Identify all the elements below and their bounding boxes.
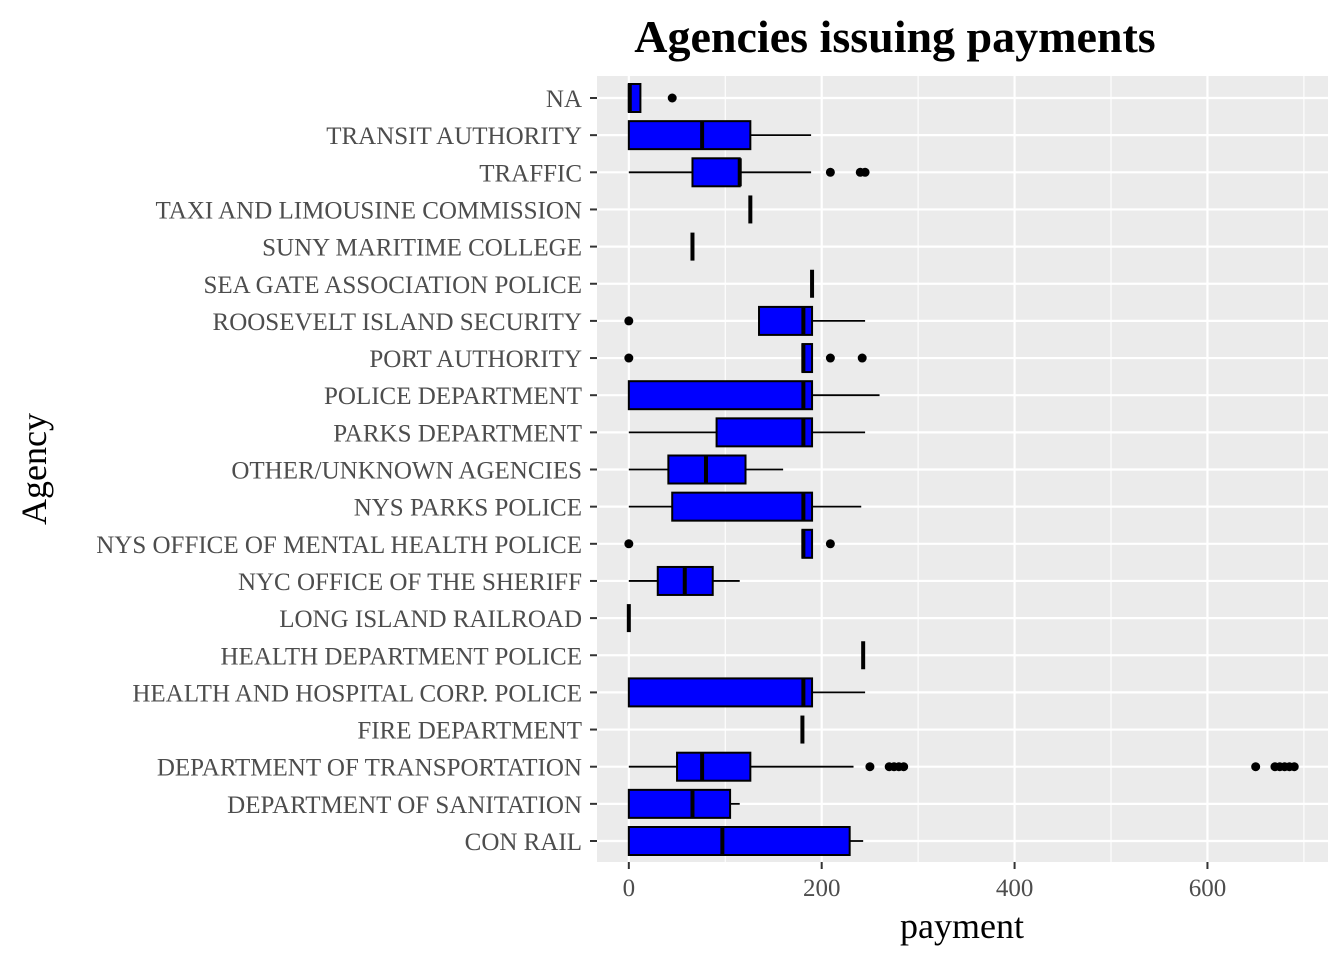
box-group (628, 417, 866, 448)
y-tick-label: ROOSEVELT ISLAND SECURITY (213, 309, 582, 336)
box (627, 826, 851, 856)
outlier-point (825, 539, 835, 549)
outlier-point (624, 353, 634, 363)
y-tick-label: TRANSIT AUTHORITY (326, 123, 582, 150)
y-tick-label: HEALTH DEPARTMENT POLICE (221, 643, 583, 670)
x-tick-label: 0 (623, 875, 636, 902)
y-tick-label: NA (546, 86, 582, 113)
outlier-point (825, 167, 835, 177)
y-tick-label: DEPARTMENT OF SANITATION (227, 792, 582, 819)
y-tick-label: SUNY MARITIME COLLEGE (262, 235, 582, 262)
y-tick-label: LONG ISLAND RAILROAD (279, 606, 582, 633)
box-group (627, 826, 864, 856)
box (676, 751, 752, 782)
y-tick-label: NYC OFFICE OF THE SHERIFF (238, 569, 582, 596)
y-tick-label: NYS OFFICE OF MENTAL HEALTH POLICE (96, 532, 582, 559)
box-group (627, 83, 677, 113)
y-tick-label: HEALTH AND HOSPITAL CORP. POLICE (132, 680, 582, 707)
outlier-point (860, 167, 870, 177)
y-tick-label: TRAFFIC (479, 160, 582, 187)
box-group (624, 528, 835, 559)
x-tick-label: 600 (1189, 875, 1227, 902)
box-group (628, 157, 870, 188)
x-axis-label: payment (900, 906, 1024, 946)
y-tick-label: OTHER/UNKNOWN AGENCIES (231, 458, 582, 485)
box (627, 677, 814, 708)
x-tick-label: 400 (996, 875, 1034, 902)
y-tick-label: NYS PARKS POLICE (354, 495, 582, 522)
box-group (628, 454, 784, 485)
y-axis-label: Agency (14, 413, 54, 525)
box (627, 788, 732, 819)
outlier-point (1289, 762, 1299, 772)
box-marks (624, 83, 1299, 856)
x-axis: 0 200 400 600 (623, 862, 1227, 902)
y-tick-label: DEPARTMENT OF TRANSPORTATION (157, 755, 582, 782)
box (671, 491, 814, 522)
outlier-point (865, 762, 875, 772)
outlier-point (899, 762, 909, 772)
box-group (628, 565, 740, 596)
outlier-point (624, 316, 634, 326)
y-tick-label: TAXI AND LIMOUSINE COMMISSION (156, 197, 582, 224)
box-group (627, 788, 740, 819)
y-tick-label: POLICE DEPARTMENT (324, 383, 582, 410)
x-tick-label: 200 (803, 875, 841, 902)
box-group (628, 491, 862, 522)
y-tick-label: FIRE DEPARTMENT (357, 718, 582, 745)
box-group (628, 751, 1299, 782)
box (627, 380, 814, 411)
box-group (624, 305, 866, 336)
outlier-point (1251, 762, 1261, 772)
box-group (627, 120, 812, 151)
box-group (627, 380, 880, 411)
box (627, 120, 752, 151)
y-tick-label: SEA GATE ASSOCIATION POLICE (203, 272, 582, 299)
outlier-point (857, 353, 867, 363)
chart-title: Agencies issuing payments (634, 11, 1155, 62)
y-tick-label: CON RAIL (465, 829, 582, 856)
outlier-point (624, 539, 634, 549)
box-group (624, 343, 867, 374)
y-axis: NA TRANSIT AUTHORITY TRAFFIC TAXI AND LIMOU… (96, 86, 597, 856)
box (691, 157, 741, 188)
outlier-point (825, 353, 835, 363)
outlier-point (667, 93, 677, 103)
grid-lines (597, 76, 1328, 862)
y-tick-label: PARKS DEPARTMENT (333, 420, 582, 447)
y-tick-label: PORT AUTHORITY (369, 346, 582, 373)
box (715, 417, 814, 448)
box-group (627, 677, 866, 708)
